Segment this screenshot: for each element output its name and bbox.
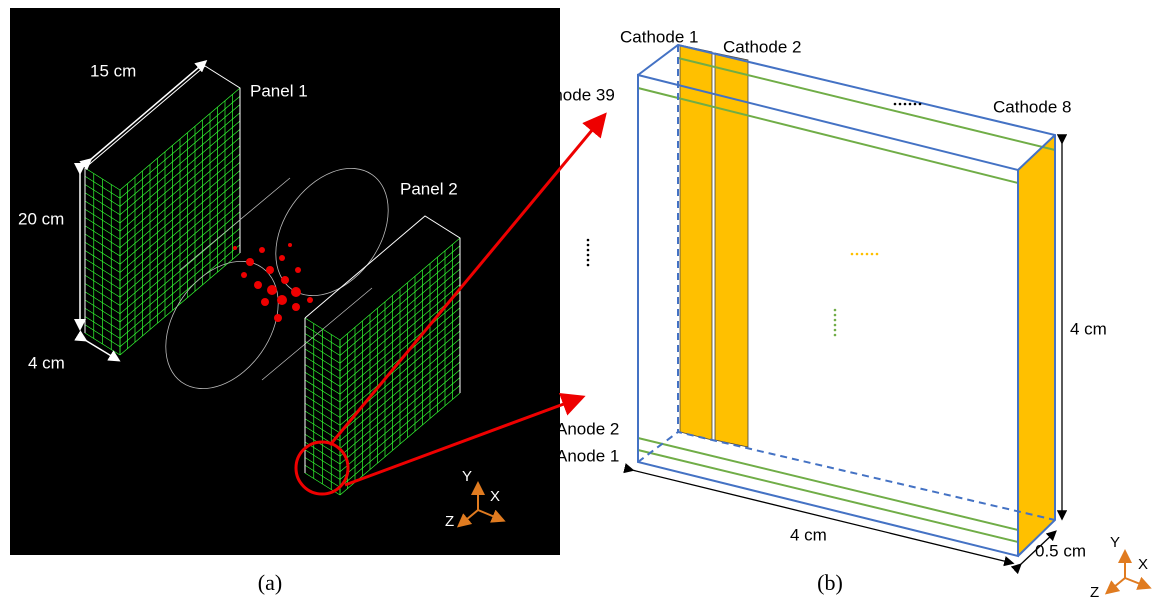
source-dot — [277, 295, 287, 305]
source-dot — [261, 298, 269, 306]
source-dot — [246, 258, 254, 266]
axis-label: X — [490, 488, 500, 505]
axis-label: X — [1138, 556, 1148, 573]
panel-label: Panel 2 — [400, 179, 458, 198]
source-dot — [267, 285, 277, 295]
source-dot — [254, 281, 262, 289]
panel-label: Panel 1 — [250, 81, 308, 100]
figure: 15 cm Panel 1 20 cm 4 cm Panel 2 Y X Z (… — [0, 0, 1158, 610]
dimension-label: 20 cm — [18, 209, 64, 228]
caption: (b) — [817, 570, 843, 595]
source-dot — [266, 266, 274, 274]
source-dot — [295, 267, 301, 273]
source-dot — [292, 303, 300, 311]
anode-label: Anode 1 — [556, 446, 619, 465]
cathode-label: Cathode 1 — [620, 27, 698, 46]
caption: (a) — [258, 570, 282, 595]
source-dot — [241, 272, 247, 278]
anode-label: Anode 39 — [542, 85, 615, 104]
source-dot — [279, 255, 285, 261]
axis-label: Y — [1110, 534, 1120, 551]
dimension-label: 4 cm — [790, 525, 827, 544]
axis-label: Y — [462, 468, 472, 485]
axis-label: Z — [1090, 584, 1099, 601]
detector-cell — [587, 45, 1055, 556]
source-dot — [274, 314, 282, 322]
source-dot — [233, 246, 237, 250]
axis-label: Z — [445, 513, 454, 530]
cathode-label: Cathode 8 — [993, 97, 1071, 116]
anode-label: Anode 2 — [556, 419, 619, 438]
cathode-label: Cathode 2 — [723, 37, 801, 56]
source-dot — [259, 247, 265, 253]
dimension-label: 15 cm — [90, 61, 136, 80]
source-dot — [281, 276, 289, 284]
source-dot — [291, 287, 301, 297]
dimension-label: 4 cm — [28, 353, 65, 372]
source-dot — [307, 297, 313, 303]
dimension-label: 4 cm — [1070, 319, 1107, 338]
source-dot — [288, 243, 292, 247]
dimension-label: 0.5 cm — [1035, 541, 1086, 560]
